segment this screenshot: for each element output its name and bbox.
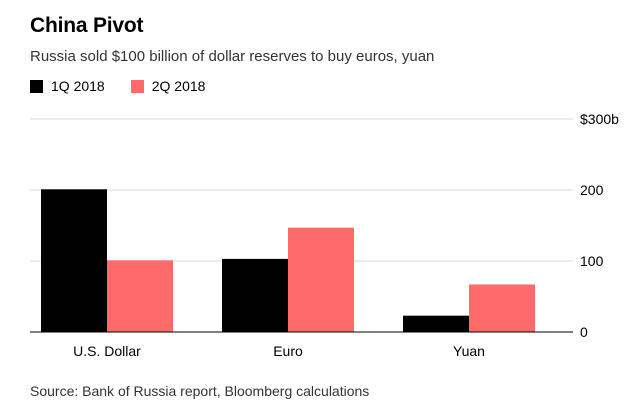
bar-0-0 (41, 189, 107, 332)
chart-legend: 1Q 2018 2Q 2018 (30, 78, 231, 94)
y-tick-label-0: 0 (580, 324, 588, 340)
y-tick-label-2: 200 (580, 182, 604, 198)
y-tick-label-3: $300b (580, 111, 619, 127)
bar-1-0 (222, 258, 288, 332)
chart-title: China Pivot (30, 14, 144, 37)
legend-item-1q-2018: 1Q 2018 (30, 78, 105, 94)
y-tick-label-1: 100 (580, 253, 604, 269)
x-tick-label-1: Euro (273, 343, 303, 359)
chart-subtitle: Russia sold $100 billion of dollar reser… (30, 48, 435, 65)
bar-2-1 (469, 284, 535, 332)
legend-item-2q-2018: 2Q 2018 (130, 78, 206, 94)
x-tick-label-2: Yuan (453, 343, 485, 359)
bar-1-1 (288, 227, 354, 332)
legend-swatch-2q-2018 (130, 79, 144, 93)
x-tick-label-0: U.S. Dollar (73, 343, 141, 359)
bar-2-0 (403, 315, 469, 332)
legend-label-1q-2018: 1Q 2018 (51, 78, 105, 94)
bar-0-1 (107, 260, 173, 332)
legend-swatch-1q-2018 (30, 79, 43, 93)
source-note: Source: Bank of Russia report, Bloomberg… (30, 383, 370, 399)
legend-label-2q-2018: 2Q 2018 (151, 78, 206, 94)
